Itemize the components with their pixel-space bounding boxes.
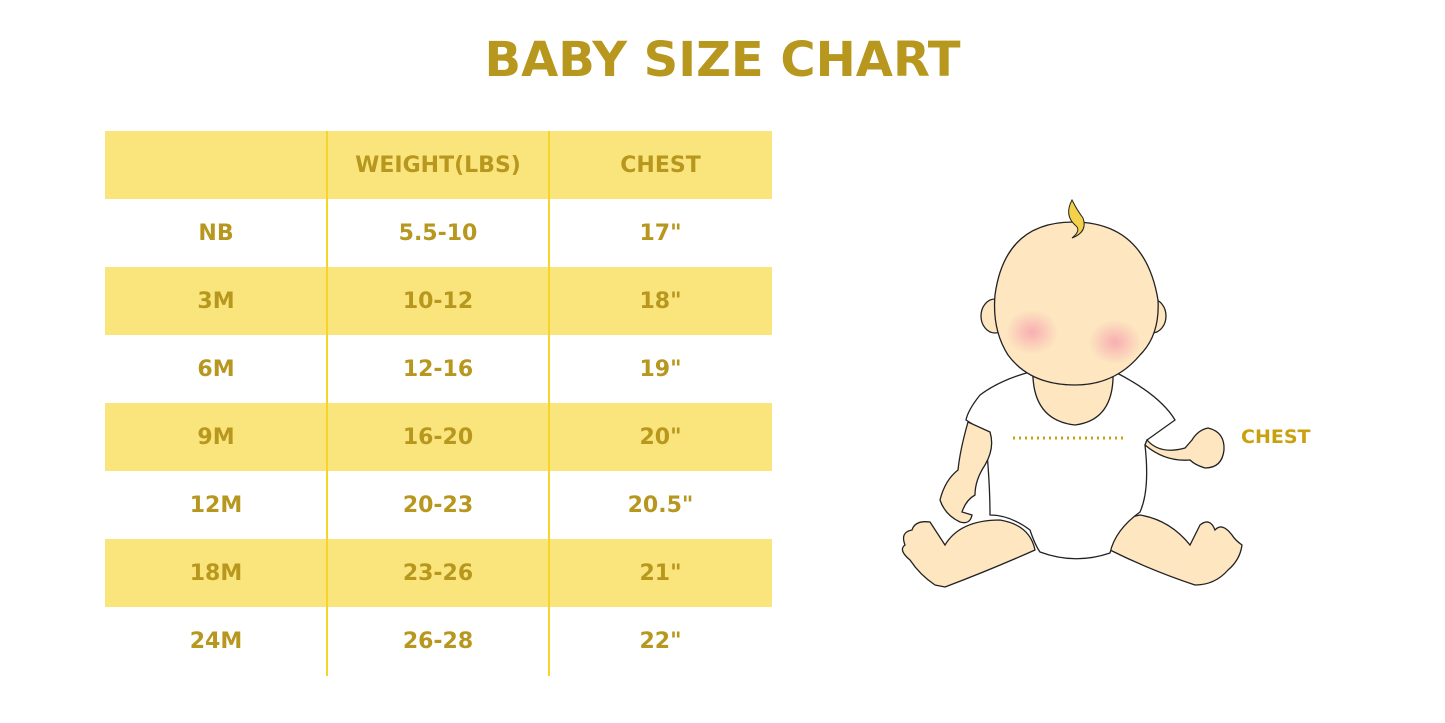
- size-cell: 18M: [189, 560, 243, 586]
- weight-cell: 16-20: [402, 424, 474, 450]
- left-cheek: [1006, 310, 1058, 354]
- onesie: [965, 371, 1176, 560]
- table-row: 3M 10-12 18": [105, 267, 772, 335]
- weight-cell: 23-26: [402, 560, 474, 586]
- table-row: 6M 12-16 19": [105, 335, 772, 403]
- size-cell: 6M: [197, 356, 235, 382]
- table-header-row: WEIGHT(LBS) CHEST: [105, 131, 772, 199]
- left-leg: [901, 519, 1036, 588]
- weight-cell: 10-12: [402, 288, 474, 314]
- table-row: 9M 16-20 20": [105, 403, 772, 471]
- hair-curl: [1068, 198, 1085, 239]
- head: [993, 221, 1159, 386]
- header-chest: CHEST: [620, 152, 701, 178]
- chest-cell: 21": [639, 560, 682, 586]
- table-row: 24M 26-28 22": [105, 607, 772, 675]
- header-weight: WEIGHT(LBS): [355, 152, 521, 178]
- size-table: WEIGHT(LBS) CHEST NB 5.5-10 17" 3M 10-12…: [105, 131, 772, 675]
- weight-cell: 20-23: [402, 492, 474, 518]
- size-cell: 3M: [197, 288, 235, 314]
- chest-cell: 22": [639, 628, 682, 654]
- chest-cell: 20": [639, 424, 682, 450]
- page-title: BABY SIZE CHART: [484, 32, 961, 88]
- size-cell: 24M: [189, 628, 243, 654]
- column-divider: [326, 131, 328, 676]
- weight-cell: 26-28: [402, 628, 474, 654]
- chest-cell: 20.5": [627, 492, 694, 518]
- table-row: 18M 23-26 21": [105, 539, 772, 607]
- chest-label: CHEST: [1241, 426, 1311, 448]
- size-cell: 9M: [197, 424, 235, 450]
- column-divider: [548, 131, 550, 676]
- size-cell: 12M: [189, 492, 243, 518]
- left-arm: [939, 421, 993, 524]
- right-cheek: [1089, 320, 1141, 364]
- chest-cell: 17": [639, 220, 682, 246]
- right-leg: [1109, 514, 1243, 586]
- weight-cell: 5.5-10: [398, 220, 478, 246]
- table-row: 12M 20-23 20.5": [105, 471, 772, 539]
- right-arm: [1144, 427, 1225, 469]
- weight-cell: 12-16: [402, 356, 474, 382]
- chest-cell: 19": [639, 356, 682, 382]
- size-cell: NB: [198, 220, 234, 246]
- chest-cell: 18": [639, 288, 682, 314]
- table-row: NB 5.5-10 17": [105, 199, 772, 267]
